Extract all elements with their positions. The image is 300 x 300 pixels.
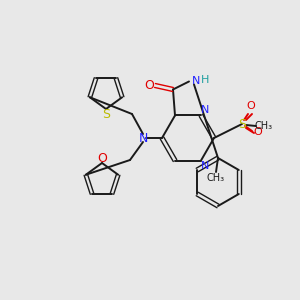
Text: S: S bbox=[102, 107, 110, 121]
Text: CH₃: CH₃ bbox=[207, 173, 225, 183]
Text: N: N bbox=[192, 76, 200, 86]
Text: N: N bbox=[138, 131, 148, 145]
Text: N: N bbox=[201, 160, 209, 170]
Text: O: O bbox=[97, 152, 107, 164]
Text: H: H bbox=[201, 76, 209, 85]
Text: O: O bbox=[144, 79, 154, 92]
Text: CH₃: CH₃ bbox=[255, 121, 273, 131]
Text: S: S bbox=[238, 118, 246, 130]
Text: N: N bbox=[201, 106, 209, 116]
Text: O: O bbox=[254, 127, 262, 137]
Text: O: O bbox=[247, 101, 255, 111]
